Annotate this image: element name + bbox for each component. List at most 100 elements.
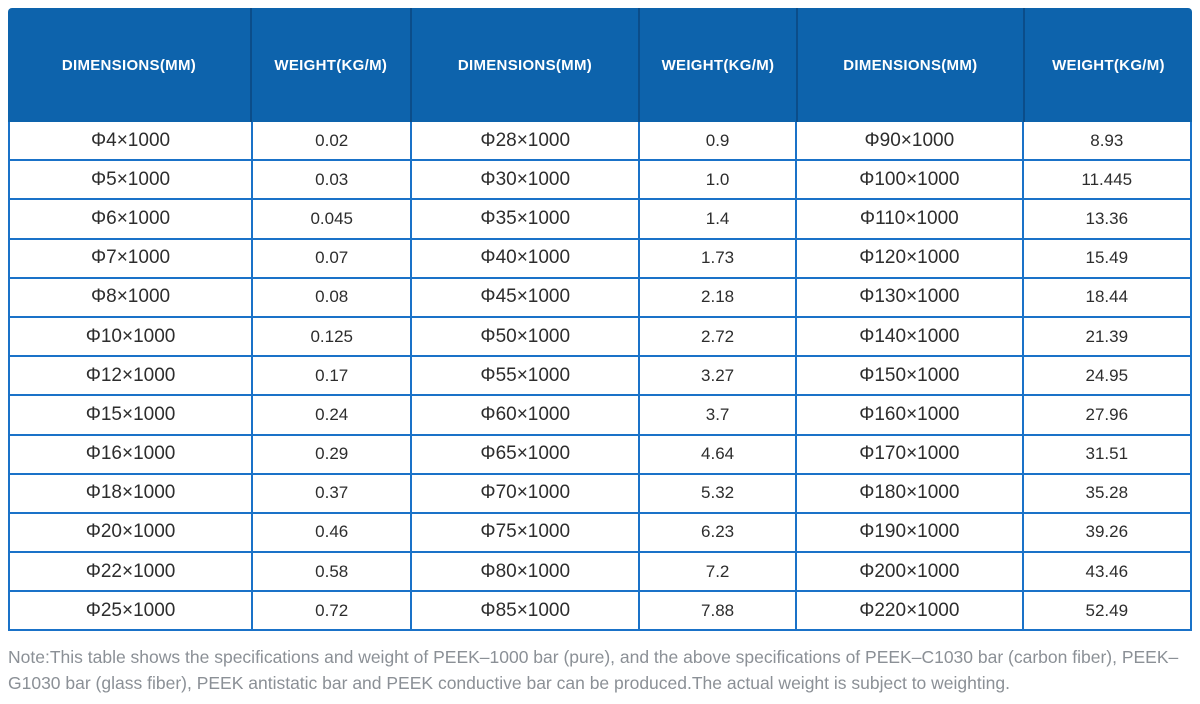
dimensions-cell: Φ80×1000 (412, 553, 641, 591)
weight-cell: 13.36 (1085, 208, 1129, 228)
table-row: Φ4×1000 0.02 Φ28×1000 0.9 Φ90×1000 8.93 (10, 122, 1190, 162)
weight-cell: 0.72 (253, 592, 413, 630)
table-header-row: DIMENSIONS(MM) WEIGHT(KG/M) DIMENSIONS(M… (8, 8, 1192, 122)
table-row: Φ7×1000 0.07 Φ40×1000 1.73 Φ120×1000 15.49 (10, 239, 1190, 279)
dimensions-cell: Φ5×1000 (10, 161, 254, 199)
weight-cell: 0.29 (253, 435, 413, 473)
dimensions-cell: Φ18×1000 (10, 474, 254, 512)
dimensions-cell: Φ65×1000 (412, 435, 641, 473)
dimensions-cell: Φ50×1000 (412, 317, 641, 356)
table-row: Φ10×1000 0.125 Φ50×1000 2.72 Φ140×1000 21.39 (10, 317, 1190, 358)
dimensions-cell: Φ160×1000 (797, 396, 1024, 434)
weight-cell: 1.73 (640, 239, 798, 277)
dimensions-cell: Φ8×1000 (10, 278, 254, 316)
dimensions-cell: Φ55×1000 (412, 357, 641, 395)
dimensions-cell: Φ10×1000 (10, 317, 254, 356)
weight-cell: 0.045 (253, 200, 413, 238)
table-row: Φ18×1000 0.37 Φ70×1000 5.32 Φ180×1000 35.28 (10, 474, 1190, 514)
weight-cell: 0.125 (253, 317, 413, 356)
table-note: Note:This table shows the specifications… (8, 647, 1179, 694)
weight-cell: 1.4 (640, 200, 798, 238)
dimensions-cell: Φ15×1000 (10, 396, 254, 434)
dimensions-cell: Φ150×1000 (797, 357, 1024, 395)
weight-cell: 0.37 (253, 474, 413, 512)
dimensions-cell: Φ220×1000 (797, 592, 1024, 630)
table-row: Φ5×1000 0.03 Φ30×1000 1.0 Φ100×1000 11.445 (10, 161, 1190, 201)
weight-cell: 0.58 (253, 553, 413, 591)
dimensions-cell: Φ22×1000 (10, 553, 254, 591)
table-body: Φ4×1000 0.02 Φ28×1000 0.9 Φ90×1000 8.93 Φ5×100… (8, 122, 1192, 632)
weight-cell: 43.46 (1085, 561, 1129, 581)
dimensions-cell: Φ20×1000 (10, 513, 254, 552)
dimensions-cell: Φ30×1000 (412, 161, 641, 199)
dimensions-cell: Φ85×1000 (412, 592, 641, 630)
dimensions-cell: Φ200×1000 (797, 553, 1024, 591)
table-row: Φ25×1000 0.72 Φ85×1000 7.88 Φ220×1000 52.49 (10, 592, 1190, 630)
header-weight-1: WEIGHT(KG/M) (252, 8, 412, 122)
header-weight-2: WEIGHT(KG/M) (640, 8, 798, 122)
dimensions-cell: Φ140×1000 (797, 317, 1024, 356)
dimensions-cell: Φ35×1000 (412, 200, 641, 238)
dimensions-cell: Φ45×1000 (412, 278, 641, 316)
dimensions-cell: Φ60×1000 (412, 396, 641, 434)
dimensions-cell: Φ130×1000 (797, 278, 1024, 316)
weight-cell: 2.18 (640, 278, 798, 316)
dimensions-cell: Φ170×1000 (797, 435, 1024, 473)
weight-cell: 52.49 (1085, 600, 1129, 620)
dimensions-cell: Φ40×1000 (412, 239, 641, 277)
table-row: Φ12×1000 0.17 Φ55×1000 3.27 Φ150×1000 24.95 (10, 357, 1190, 397)
header-dimensions-2: DIMENSIONS(MM) (412, 8, 641, 122)
table-row: Φ20×1000 0.46 Φ75×1000 6.23 Φ190×1000 39.26 (10, 513, 1190, 554)
weight-cell: 27.96 (1085, 404, 1129, 424)
dimensions-cell: Φ70×1000 (412, 474, 641, 512)
weight-cell: 7.2 (640, 553, 798, 591)
header-dimensions-1: DIMENSIONS(MM) (8, 8, 252, 122)
spec-table-container: DIMENSIONS(MM) WEIGHT(KG/M) DIMENSIONS(M… (8, 8, 1192, 696)
dimensions-cell: Φ7×1000 (10, 239, 254, 277)
weight-cell: 24.95 (1085, 365, 1129, 385)
weight-cell: 3.7 (640, 396, 798, 434)
weight-cell: 18.44 (1085, 287, 1129, 307)
weight-cell: 35.28 (1085, 483, 1129, 503)
weight-cell: 3.27 (640, 357, 798, 395)
weight-cell: 0.46 (253, 513, 413, 552)
weight-cell: 11.445 (1081, 169, 1133, 189)
weight-cell: 4.64 (640, 435, 798, 473)
weight-cell: 0.17 (253, 357, 413, 395)
weight-cell: 6.23 (640, 513, 798, 552)
weight-cell: 2.72 (640, 317, 798, 356)
table-row: Φ16×1000 0.29 Φ65×1000 4.64 Φ170×1000 31.51 (10, 435, 1190, 475)
dimensions-cell: Φ190×1000 (797, 513, 1024, 552)
weight-cell: 0.24 (253, 396, 413, 434)
weight-cell: 5.32 (640, 474, 798, 512)
dimensions-cell: Φ120×1000 (797, 239, 1024, 277)
weight-cell: 1.0 (640, 161, 798, 199)
table-row: Φ6×1000 0.045 Φ35×1000 1.4 Φ110×1000 13.36 (10, 200, 1190, 240)
weight-cell: 0.02 (253, 122, 413, 160)
weight-cell: 39.26 (1085, 522, 1129, 542)
weight-cell: 15.49 (1085, 248, 1129, 268)
dimensions-cell: Φ100×1000 (797, 161, 1024, 199)
dimensions-cell: Φ25×1000 (10, 592, 254, 630)
dimensions-cell: Φ75×1000 (412, 513, 641, 552)
table-row: Φ22×1000 0.58 Φ80×1000 7.2 Φ200×1000 43.46 (10, 553, 1190, 593)
header-weight-3: WEIGHT(KG/M) (1052, 56, 1165, 74)
dimensions-cell: Φ16×1000 (10, 435, 254, 473)
dimensions-cell: Φ90×1000 (797, 122, 1024, 160)
weight-cell: 31.51 (1085, 444, 1129, 464)
dimensions-cell: Φ28×1000 (412, 122, 641, 160)
table-row: Φ8×1000 0.08 Φ45×1000 2.18 Φ130×1000 18.44 (10, 278, 1190, 318)
dimensions-cell: Φ4×1000 (10, 122, 254, 160)
dimensions-cell: Φ110×1000 (797, 200, 1024, 238)
weight-cell: 8.93 (1090, 130, 1124, 150)
dimensions-cell: Φ12×1000 (10, 357, 254, 395)
weight-cell: 21.39 (1085, 326, 1129, 346)
weight-cell: 7.88 (640, 592, 798, 630)
weight-cell: 0.03 (253, 161, 413, 199)
weight-cell: 0.9 (640, 122, 798, 160)
header-dimensions-3: DIMENSIONS(MM) (798, 8, 1025, 122)
weight-cell: 0.08 (253, 278, 413, 316)
table-row: Φ15×1000 0.24 Φ60×1000 3.7 Φ160×1000 27.96 (10, 396, 1190, 436)
dimensions-cell: Φ6×1000 (10, 200, 254, 238)
weight-cell: 0.07 (253, 239, 413, 277)
